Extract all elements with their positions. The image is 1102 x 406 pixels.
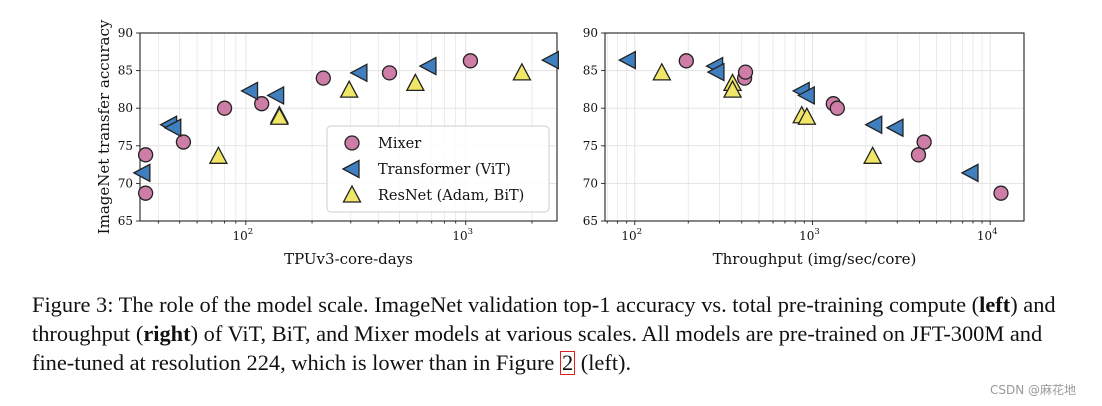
y-tick-label: 85 (583, 64, 598, 78)
vit-point (132, 163, 151, 183)
figure-2-reference-link[interactable]: 2 (559, 350, 576, 375)
y-tick-label: 70 (118, 176, 133, 190)
legend-label: ResNet (Adam, BiT) (378, 188, 524, 204)
vit-point (540, 50, 559, 70)
y-tick-label: 65 (118, 214, 133, 228)
vit-point (706, 62, 725, 82)
mixer-point (916, 134, 932, 150)
vit-point (796, 85, 815, 105)
chart-panel-throughput: 65 70 75 80 85 90 102 103 104 Throughput (img/sec… (583, 26, 1025, 268)
watermark: CSDN @麻花地 (989, 383, 1076, 397)
y-tick-label: 90 (118, 26, 133, 40)
caption-part1: Figure 3: The role of the model scale. I… (32, 292, 980, 317)
vit-point (266, 85, 285, 105)
plot-frame (604, 32, 1025, 222)
vit-point (617, 50, 636, 70)
plot-frame (139, 32, 558, 222)
y-tick-label: 65 (583, 214, 598, 228)
x-tick-label: 102 (233, 227, 254, 243)
chart-panel-compute: 65 70 75 80 85 90 102 103 TPUv3-core-days ImageNe… (95, 19, 559, 268)
y-tick-label: 80 (118, 101, 133, 115)
caption-part2: ) and throughput ( (32, 292, 1056, 346)
x-axis-label: Throughput (img/sec/core) (713, 250, 917, 268)
figure-panels: 65 70 75 80 85 90 102 103 TPUv3-core-days ImageNe… (95, 19, 1025, 268)
caption-left-word: left (979, 292, 1011, 317)
mixer-point (175, 134, 192, 150)
x-tick-label: 102 (621, 227, 642, 243)
caption-part3: ) of ViT, BiT, and Mixer models at vario… (32, 321, 1043, 375)
resnet-point (208, 145, 228, 164)
mixer-point (137, 147, 154, 163)
resnet-point (339, 79, 359, 98)
x-tick-label: 103 (799, 227, 820, 243)
y-tick-label: 75 (583, 139, 598, 153)
mixer-point (678, 53, 694, 69)
caption-part4: (left). (575, 350, 632, 375)
y-tick-label: 80 (583, 101, 598, 115)
legend: Mixer Transformer (ViT) ResNet (Adam, BiT) (326, 125, 550, 213)
resnet-point (269, 106, 289, 125)
y-tick-label: 75 (118, 139, 133, 153)
legend-marker-mixer (344, 135, 360, 151)
legend-marker-resnet (342, 184, 362, 203)
y-tick-label: 90 (583, 26, 598, 40)
caption-right-word: right (143, 321, 191, 346)
figure-caption: Figure 3: The role of the model scale. I… (32, 290, 1090, 377)
resnet-point (652, 62, 672, 81)
resnet-point (797, 106, 817, 125)
mixer-point (381, 65, 398, 81)
vit-point (885, 118, 904, 138)
resnet-point (512, 62, 532, 81)
legend-box (326, 125, 550, 213)
legend-marker-vit (341, 159, 360, 179)
y-tick-label: 70 (583, 176, 598, 190)
mixer-point (993, 185, 1009, 201)
vit-point (349, 63, 368, 83)
resnet-point (863, 145, 883, 164)
y-tick-label: 85 (118, 64, 133, 78)
x-tick-label: 103 (452, 227, 473, 243)
vit-point (418, 56, 437, 76)
resnet-point (405, 72, 425, 92)
mixer-point (315, 70, 331, 86)
legend-label: Mixer (378, 136, 421, 152)
vit-point (960, 163, 979, 183)
mixer-point (462, 53, 479, 69)
vit-point (864, 115, 883, 135)
x-tick-label: 104 (977, 227, 998, 243)
y-axis-label: ImageNet transfer accuracy (95, 19, 113, 234)
vit-point (240, 81, 259, 101)
vit-point (163, 118, 182, 138)
x-axis-label: TPUv3-core-days (284, 250, 413, 268)
mixer-point (737, 64, 754, 80)
mixer-point (216, 100, 233, 116)
mixer-point (137, 185, 154, 201)
legend-label: Transformer (ViT) (378, 162, 511, 178)
resnet-point (722, 79, 743, 98)
mixer-point (910, 147, 927, 163)
mixer-point (829, 100, 845, 116)
